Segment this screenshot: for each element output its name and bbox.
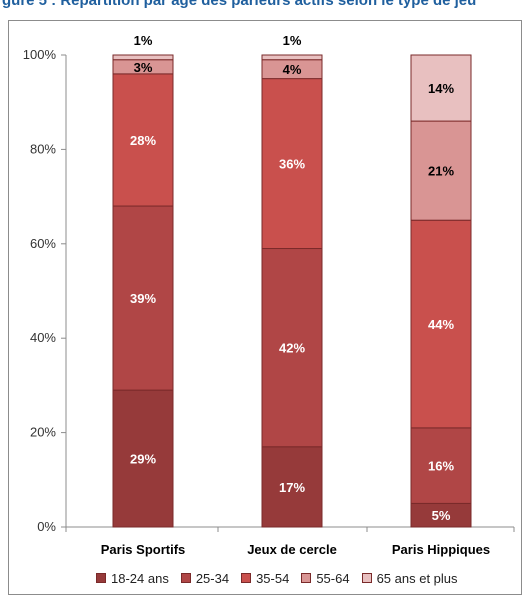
chart-legend: 18-24 ans 25-34 35-54 55-64 65 ans et plus — [96, 568, 458, 588]
data-label: 3% — [134, 60, 153, 75]
legend-label: 35-54 — [256, 570, 290, 586]
category-label: Jeux de cercle — [247, 542, 337, 557]
data-label: 36% — [279, 157, 305, 172]
data-label: 39% — [130, 291, 156, 306]
bar-segment — [261, 248, 323, 448]
category-label: Paris Hippiques — [392, 542, 490, 557]
bar-segment — [410, 219, 472, 429]
bar-segment — [410, 427, 472, 504]
legend-item: 55-64 — [301, 570, 350, 586]
category-label: Paris Sportifs — [101, 542, 186, 557]
bar-segment — [261, 54, 323, 61]
figure-title: gure 5 : Répartition par âge des parieur… — [2, 0, 477, 9]
bar-segment — [261, 78, 323, 250]
legend-swatch — [180, 573, 191, 583]
data-label: 1% — [134, 33, 153, 48]
bar-segment — [112, 389, 174, 528]
data-label: 5% — [432, 508, 451, 523]
data-label: 21% — [428, 164, 454, 179]
legend-label: 65 ans et plus — [376, 570, 458, 586]
data-label: 14% — [428, 81, 454, 96]
legend-swatch — [361, 573, 372, 583]
y-tick-label: 20% — [30, 425, 56, 440]
legend-item: 35-54 — [241, 571, 289, 586]
bar-segment — [112, 54, 174, 61]
bar-segment — [112, 205, 174, 391]
legend-item: 18-24 ans — [96, 571, 169, 586]
legend-swatch — [241, 573, 252, 583]
data-label: 17% — [279, 480, 305, 495]
legend-swatch — [301, 573, 312, 583]
y-tick-label: 60% — [30, 236, 56, 251]
data-label: 28% — [130, 133, 156, 148]
legend-label: 55-64 — [316, 570, 350, 586]
data-label: 16% — [428, 459, 454, 474]
bar-segment — [112, 73, 174, 207]
data-label: 4% — [283, 62, 302, 77]
data-label: 44% — [428, 317, 454, 332]
y-tick-label: 100% — [23, 47, 57, 62]
legend-label: 18-24 ans — [111, 570, 169, 586]
legend-item: 25-34 — [180, 570, 230, 586]
legend-label: 25-34 — [195, 570, 230, 586]
data-label: 29% — [130, 452, 156, 467]
y-tick-label: 40% — [30, 330, 56, 345]
bar-segment — [410, 54, 472, 122]
legend-swatch — [96, 573, 106, 583]
y-tick-label: 0% — [37, 519, 56, 534]
legend-item: 65 ans et plus — [361, 570, 458, 586]
data-label: 42% — [279, 341, 305, 356]
y-tick-label: 80% — [30, 141, 56, 156]
data-label: 1% — [283, 33, 302, 48]
